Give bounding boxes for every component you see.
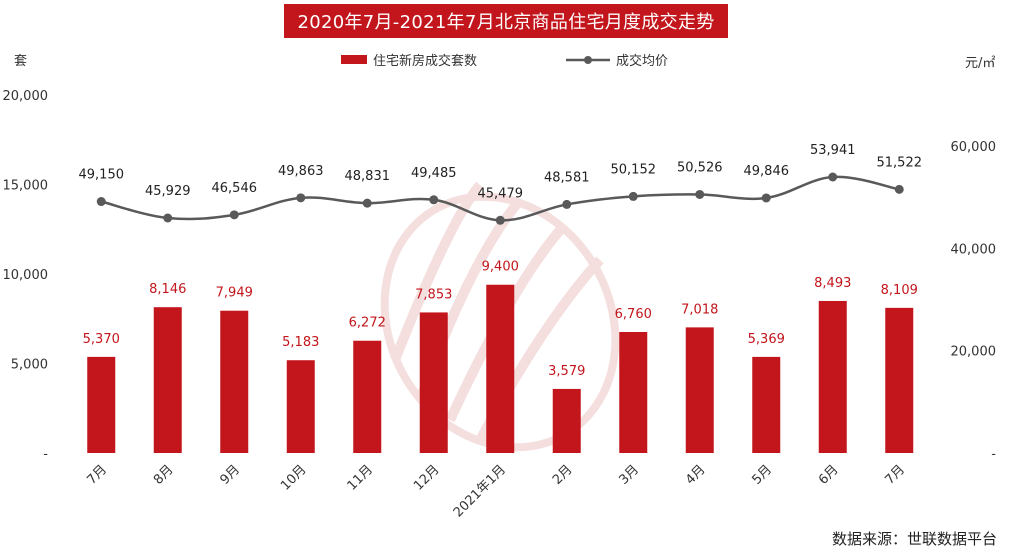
legend-line-label: 成交均价 bbox=[616, 54, 669, 69]
price-value-label: 45,929 bbox=[145, 184, 191, 199]
bar-value-label: 8,146 bbox=[149, 282, 186, 297]
x-axis-label: 5月 bbox=[749, 462, 775, 488]
price-value-label: 45,479 bbox=[478, 186, 524, 201]
price-value-label: 50,152 bbox=[611, 162, 657, 177]
bar bbox=[486, 284, 515, 453]
x-axis-label: 8月 bbox=[151, 462, 177, 488]
right-axis-tick: 60,000 bbox=[951, 140, 997, 155]
bar-value-label: 7,949 bbox=[216, 286, 253, 301]
bar-value-label: 5,183 bbox=[282, 335, 319, 350]
bar bbox=[286, 360, 315, 453]
price-value-label: 48,831 bbox=[345, 169, 391, 184]
left-axis-tick: 15,000 bbox=[3, 179, 49, 194]
left-axis-tick: 20,000 bbox=[3, 89, 49, 104]
bar-value-label: 9,400 bbox=[482, 260, 519, 275]
bar bbox=[818, 300, 847, 453]
x-axis-label: 3月 bbox=[616, 462, 642, 488]
price-point bbox=[296, 193, 306, 203]
x-axis-label: 11月 bbox=[345, 462, 376, 493]
price-value-label: 48,581 bbox=[544, 170, 590, 185]
bar bbox=[752, 356, 781, 453]
price-point bbox=[362, 198, 372, 208]
right-axis-tick: - bbox=[991, 447, 996, 462]
data-source: 数据来源：世联数据平台 bbox=[831, 530, 997, 548]
bar-value-label: 7,853 bbox=[415, 287, 452, 302]
bar-value-label: 8,109 bbox=[881, 283, 918, 298]
bar bbox=[220, 310, 249, 453]
bar-value-label: 6,760 bbox=[615, 307, 652, 322]
x-axis-label: 12月 bbox=[411, 462, 442, 493]
bar-value-label: 7,018 bbox=[681, 302, 718, 317]
legend-bar-label: 住宅新房成交套数 bbox=[373, 54, 478, 69]
bar bbox=[419, 312, 448, 453]
price-value-label: 46,546 bbox=[212, 181, 258, 196]
bar bbox=[885, 307, 914, 453]
bar-value-label: 6,272 bbox=[349, 316, 386, 331]
bar bbox=[87, 356, 116, 453]
price-point bbox=[761, 193, 771, 203]
x-axis-label: 6月 bbox=[816, 462, 842, 488]
x-axis-label: 10月 bbox=[278, 462, 309, 493]
bar-value-label: 5,370 bbox=[83, 332, 120, 347]
price-value-label: 53,941 bbox=[810, 143, 856, 158]
x-axis-label: 4月 bbox=[683, 462, 709, 488]
price-point bbox=[628, 191, 638, 201]
left-axis-tick: 5,000 bbox=[11, 358, 48, 373]
left-axis-tick: - bbox=[43, 447, 48, 462]
price-point bbox=[562, 199, 572, 209]
legend-line-swatch bbox=[566, 55, 610, 64]
price-value-label: 49,485 bbox=[411, 166, 457, 181]
price-point bbox=[163, 213, 173, 223]
price-point bbox=[894, 184, 904, 194]
right-axis-tick: 20,000 bbox=[951, 345, 997, 360]
right-axis-tick: 40,000 bbox=[951, 242, 997, 257]
bar-value-label: 8,493 bbox=[814, 276, 851, 291]
price-point bbox=[429, 195, 439, 205]
x-axis-label: 2021年1月 bbox=[451, 462, 509, 520]
price-point bbox=[229, 210, 239, 220]
x-axis-label: 2月 bbox=[550, 462, 576, 488]
legend-bar: 住宅新房成交套数 bbox=[341, 50, 477, 69]
bar bbox=[685, 327, 714, 453]
bar bbox=[153, 307, 182, 453]
right-axis-unit: 元/㎡ bbox=[965, 56, 996, 71]
price-value-label: 49,846 bbox=[744, 164, 790, 179]
x-axis-label: 7月 bbox=[882, 462, 908, 488]
x-axis-label: 7月 bbox=[84, 462, 110, 488]
left-axis-unit: 套 bbox=[14, 54, 28, 69]
bar bbox=[619, 331, 648, 453]
price-value-label: 49,150 bbox=[79, 168, 125, 183]
x-axis-label: 9月 bbox=[217, 462, 243, 488]
price-point bbox=[828, 172, 838, 182]
price-value-label: 51,522 bbox=[877, 155, 923, 170]
chart-title: 2020年7月-2021年7月北京商品住宅月度成交走势 bbox=[284, 4, 728, 38]
price-point bbox=[695, 189, 705, 199]
price-value-label: 49,863 bbox=[278, 164, 324, 179]
legend-line: 成交均价 bbox=[566, 50, 668, 69]
bar-value-label: 3,579 bbox=[548, 364, 585, 379]
bar-value-label: 5,369 bbox=[748, 332, 785, 347]
left-axis-tick: 10,000 bbox=[3, 268, 49, 283]
price-point bbox=[96, 197, 106, 207]
legend-bar-swatch bbox=[341, 55, 367, 64]
price-value-label: 50,526 bbox=[677, 160, 723, 175]
price-point bbox=[495, 215, 505, 225]
bar bbox=[353, 340, 382, 453]
bar bbox=[552, 388, 581, 453]
